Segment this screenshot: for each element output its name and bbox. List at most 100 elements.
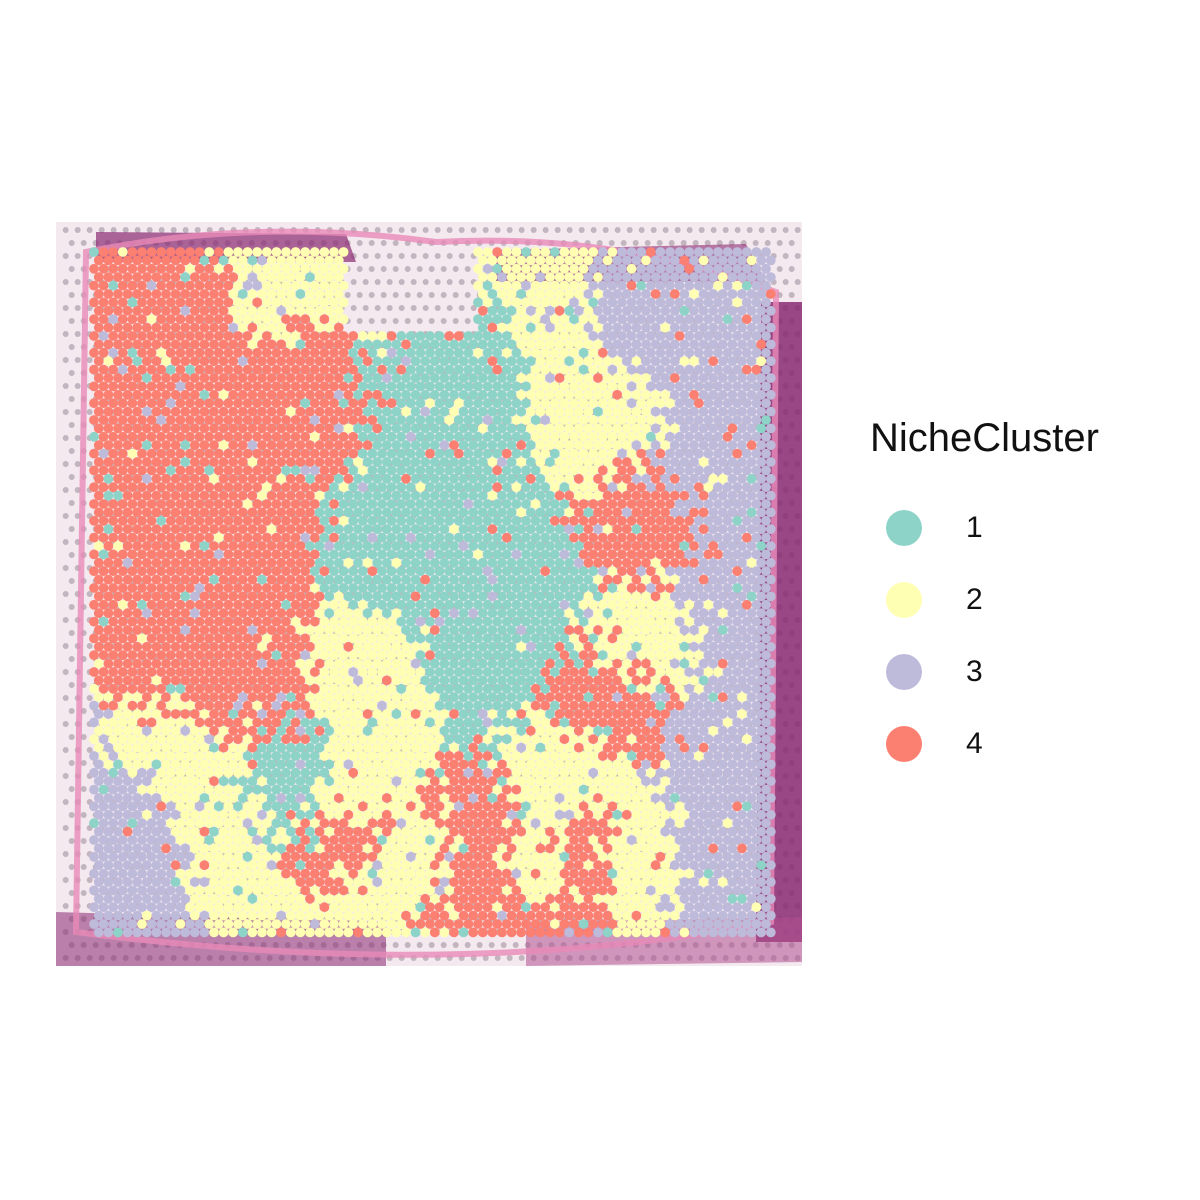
niche-spot xyxy=(223,280,234,291)
niche-spot xyxy=(228,289,239,299)
fiducial-dot xyxy=(596,240,603,246)
niche-spot xyxy=(295,406,306,417)
niche-spot xyxy=(545,289,555,299)
niche-spot xyxy=(444,347,455,358)
fiducial-dot xyxy=(578,227,585,233)
niche-spot xyxy=(180,356,191,367)
niche-spot xyxy=(146,415,157,425)
niche-spot xyxy=(525,406,536,417)
niche-spot xyxy=(511,314,522,325)
niche-spot xyxy=(199,389,210,400)
niche-spot xyxy=(516,305,527,316)
fiducial-dot xyxy=(422,253,429,259)
niche-spot xyxy=(223,431,234,442)
niche-spot xyxy=(156,415,167,425)
niche-spot xyxy=(295,389,306,400)
niche-spot xyxy=(329,280,339,291)
niche-spot xyxy=(737,389,747,400)
niche-spot xyxy=(113,373,123,383)
niche-spot xyxy=(679,272,690,283)
niche-spot xyxy=(165,280,176,291)
niche-spot xyxy=(506,389,517,400)
niche-spot xyxy=(679,322,690,333)
niche-spot xyxy=(156,263,167,274)
niche-spot xyxy=(607,247,618,257)
niche-spot xyxy=(641,339,651,350)
fiducial-dot xyxy=(626,227,633,233)
niche-spot xyxy=(756,255,767,266)
niche-spot xyxy=(569,331,579,341)
niche-spot xyxy=(516,406,527,417)
niche-spot xyxy=(631,289,642,299)
fiducial-dot xyxy=(62,253,69,259)
niche-spot xyxy=(213,415,224,425)
fiducial-dot xyxy=(374,279,381,285)
niche-spot xyxy=(362,339,373,350)
niche-spot xyxy=(689,322,699,333)
niche-spot xyxy=(281,247,291,257)
fiducial-dot xyxy=(68,448,75,454)
fiducial-dot xyxy=(392,292,399,298)
niche-spot xyxy=(626,381,637,392)
niche-spot xyxy=(669,255,680,266)
fiducial-dot xyxy=(68,396,75,402)
niche-spot xyxy=(170,356,181,367)
fiducial-dot xyxy=(386,253,393,259)
niche-spot xyxy=(468,373,479,383)
niche-spot xyxy=(578,364,589,375)
fiducial-dot xyxy=(794,279,801,285)
niche-spot xyxy=(684,398,695,409)
niche-spot xyxy=(458,356,469,367)
niche-spot xyxy=(194,398,205,409)
fiducial-dot xyxy=(68,838,75,844)
niche-spot xyxy=(588,297,599,308)
niche-spot xyxy=(708,272,719,283)
niche-spot xyxy=(314,406,325,417)
niche-spot xyxy=(204,364,215,375)
niche-spot xyxy=(141,423,152,434)
niche-spot xyxy=(257,423,267,434)
niche-spot xyxy=(732,280,743,291)
niche-spot xyxy=(617,331,627,341)
fiducial-dot xyxy=(698,227,705,233)
niche-spot xyxy=(223,297,234,308)
niche-spots xyxy=(89,247,776,938)
niche-spot xyxy=(564,339,575,350)
fiducial-dot xyxy=(62,591,69,597)
niche-spot xyxy=(252,247,263,257)
niche-spot xyxy=(266,339,277,350)
niche-spot xyxy=(554,255,565,266)
niche-spot xyxy=(343,356,354,367)
niche-spot xyxy=(439,373,450,383)
niche-spot xyxy=(209,356,219,367)
niche-spot xyxy=(281,398,291,409)
niche-spot xyxy=(329,347,339,358)
niche-spot xyxy=(247,356,258,367)
niche-spot xyxy=(309,280,320,291)
niche-spot xyxy=(185,398,195,409)
niche-spot xyxy=(578,381,589,392)
fiducial-dot xyxy=(86,461,93,467)
niche-spot xyxy=(597,431,608,442)
niche-spot xyxy=(357,381,368,392)
fiducial-dot xyxy=(68,526,75,532)
niche-spot xyxy=(199,423,210,434)
niche-spot xyxy=(237,389,248,400)
niche-spot xyxy=(468,339,479,350)
niche-spot xyxy=(194,331,205,341)
fiducial-dot xyxy=(464,942,471,948)
fiducial-dot xyxy=(464,266,471,272)
niche-spot xyxy=(161,322,171,333)
niche-spot xyxy=(650,406,661,417)
niche-spot xyxy=(756,272,767,283)
niche-spot xyxy=(338,280,349,291)
niche-spot xyxy=(746,289,757,299)
niche-spot xyxy=(165,263,176,274)
niche-spot xyxy=(161,373,171,383)
niche-spot xyxy=(727,255,738,266)
niche-spot xyxy=(458,373,469,383)
niche-spot xyxy=(722,381,733,392)
niche-spot xyxy=(693,381,704,392)
niche-spot xyxy=(756,356,767,367)
niche-spot xyxy=(189,289,200,299)
